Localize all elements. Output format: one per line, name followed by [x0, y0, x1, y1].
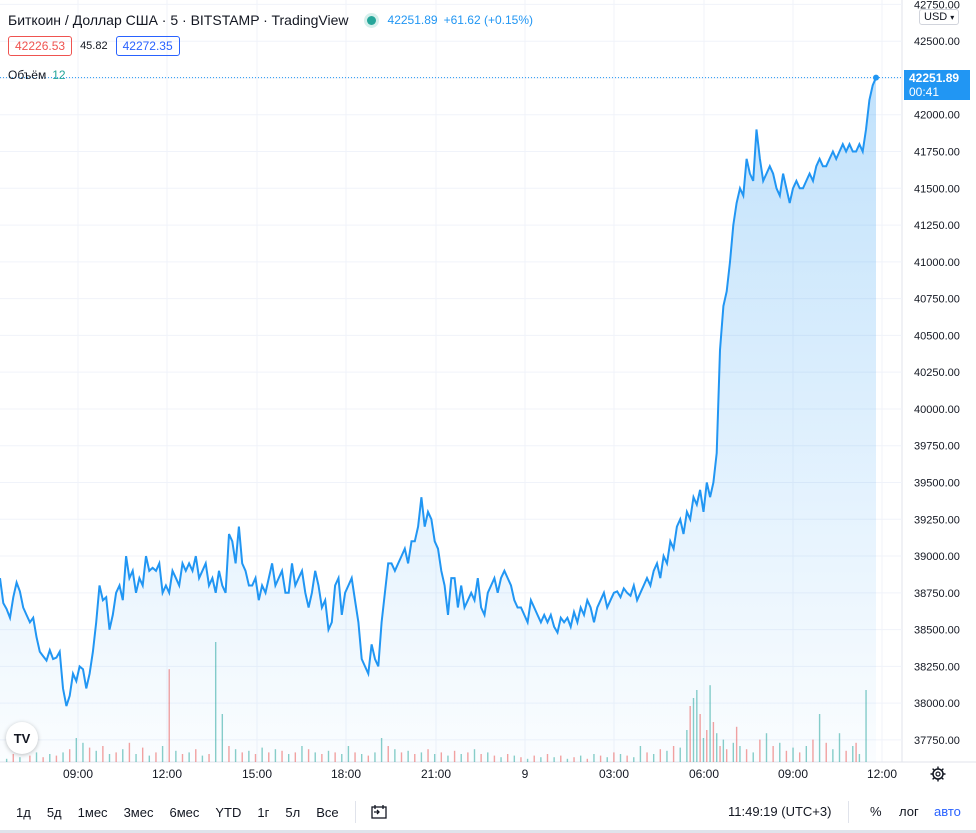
y-tick-label: 39000.00	[914, 551, 960, 563]
log-scale-button[interactable]: лог	[899, 804, 919, 819]
y-tick-label: 38250.00	[914, 661, 960, 673]
last-price-tag: 42251.89 00:41	[904, 70, 970, 100]
x-tick-label: 03:00	[599, 767, 629, 781]
x-tick-label: 09:00	[63, 767, 93, 781]
range-3m-button[interactable]: 3мес	[123, 804, 154, 820]
volume-label: Объём	[8, 68, 47, 82]
y-tick-label: 42500.00	[914, 36, 960, 48]
y-tick-label: 42750.00	[914, 0, 960, 11]
symbol-title[interactable]: Биткоин / Доллар США · 5 · BITSTAMP · Tr…	[8, 12, 349, 28]
range-1y-button[interactable]: 1г	[257, 804, 270, 820]
header-change: +61.62 (+0.15%)	[443, 13, 533, 27]
y-tick-label: 41500.00	[914, 183, 960, 195]
x-tick-label: 06:00	[689, 767, 719, 781]
y-tick-label: 40750.00	[914, 294, 960, 306]
y-tick-label: 38750.00	[914, 588, 960, 600]
chevron-down-icon: ▾	[950, 13, 955, 22]
price-line	[0, 77, 877, 707]
x-tick-label: 18:00	[331, 767, 361, 781]
x-tick-label: 15:00	[242, 767, 272, 781]
time-axis: 09:00 12:00 15:00 18:00 21:00 9 03:00 06:00 09:0…	[63, 767, 897, 781]
range-5y-button[interactable]: 5л	[285, 804, 301, 820]
gear-icon[interactable]	[930, 766, 946, 782]
y-tick-label: 40500.00	[914, 330, 960, 342]
y-tick-label: 41250.00	[914, 220, 960, 232]
last-price-value: 42251.89	[909, 71, 960, 85]
y-tick-label: 40250.00	[914, 367, 960, 379]
x-tick-label: 09:00	[778, 767, 808, 781]
volume-value: 12	[52, 68, 66, 82]
buy-button[interactable]: 42272.35	[115, 36, 180, 56]
currency-select[interactable]: USD ▾	[919, 9, 960, 25]
range-ytd-button[interactable]: YTD	[215, 804, 242, 820]
range-5d-button[interactable]: 5д	[46, 804, 62, 820]
sell-button[interactable]: 42226.53	[8, 36, 73, 56]
toolbar-divider	[848, 801, 849, 823]
quote-bar: 42226.53 45.82 42272.35	[8, 36, 180, 56]
spread-value: 45.82	[80, 40, 108, 52]
y-tick-label: 39500.00	[914, 478, 960, 490]
bottom-toolbar: 1д 5д 1мес 3мес 6мес YTD 1г 5л Все 11:49…	[0, 791, 976, 833]
volume-legend[interactable]: Объём 12	[8, 68, 66, 82]
y-tick-label: 38500.00	[914, 625, 960, 637]
tradingview-logo-icon[interactable]: TV	[6, 722, 38, 754]
y-tick-label: 37750.00	[914, 735, 960, 747]
price-area	[0, 77, 876, 762]
y-tick-label: 41000.00	[914, 257, 960, 269]
bar-countdown: 00:41	[909, 85, 940, 99]
tv-logo-text: TV	[13, 730, 31, 746]
currency-label: USD	[924, 11, 948, 23]
market-status-icon[interactable]	[366, 15, 376, 25]
toolbar-divider	[354, 801, 356, 823]
range-1d-button[interactable]: 1д	[16, 804, 31, 820]
percent-scale-button[interactable]: %	[870, 804, 882, 819]
header-price: 42251.89	[387, 13, 438, 27]
y-tick-label: 41750.00	[914, 147, 960, 159]
last-price-dot	[873, 74, 879, 81]
range-1m-button[interactable]: 1мес	[77, 804, 108, 820]
y-tick-label: 39750.00	[914, 441, 960, 453]
x-tick-label: 21:00	[421, 767, 451, 781]
x-tick-label: 12:00	[867, 767, 897, 781]
y-tick-label: 40000.00	[914, 404, 960, 416]
bottom-border	[0, 830, 976, 833]
x-tick-label: 9	[522, 767, 529, 781]
range-all-button[interactable]: Все	[316, 804, 339, 820]
price-axis: 37750.00 38000.00 38250.00 38500.00 38750.00…	[914, 0, 960, 747]
x-tick-label: 12:00	[152, 767, 182, 781]
clock-timezone[interactable]: 11:49:19 (UTC+3)	[728, 804, 832, 819]
y-tick-label: 39250.00	[914, 514, 960, 526]
range-6m-button[interactable]: 6мес	[169, 804, 200, 820]
auto-scale-button[interactable]: авто	[934, 804, 961, 819]
symbol-header: Биткоин / Доллар США · 5 · BITSTAMP · Tr…	[8, 10, 533, 30]
y-tick-label: 38000.00	[914, 698, 960, 710]
date-range-icon[interactable]	[370, 803, 388, 821]
y-tick-label: 42000.00	[914, 110, 960, 122]
